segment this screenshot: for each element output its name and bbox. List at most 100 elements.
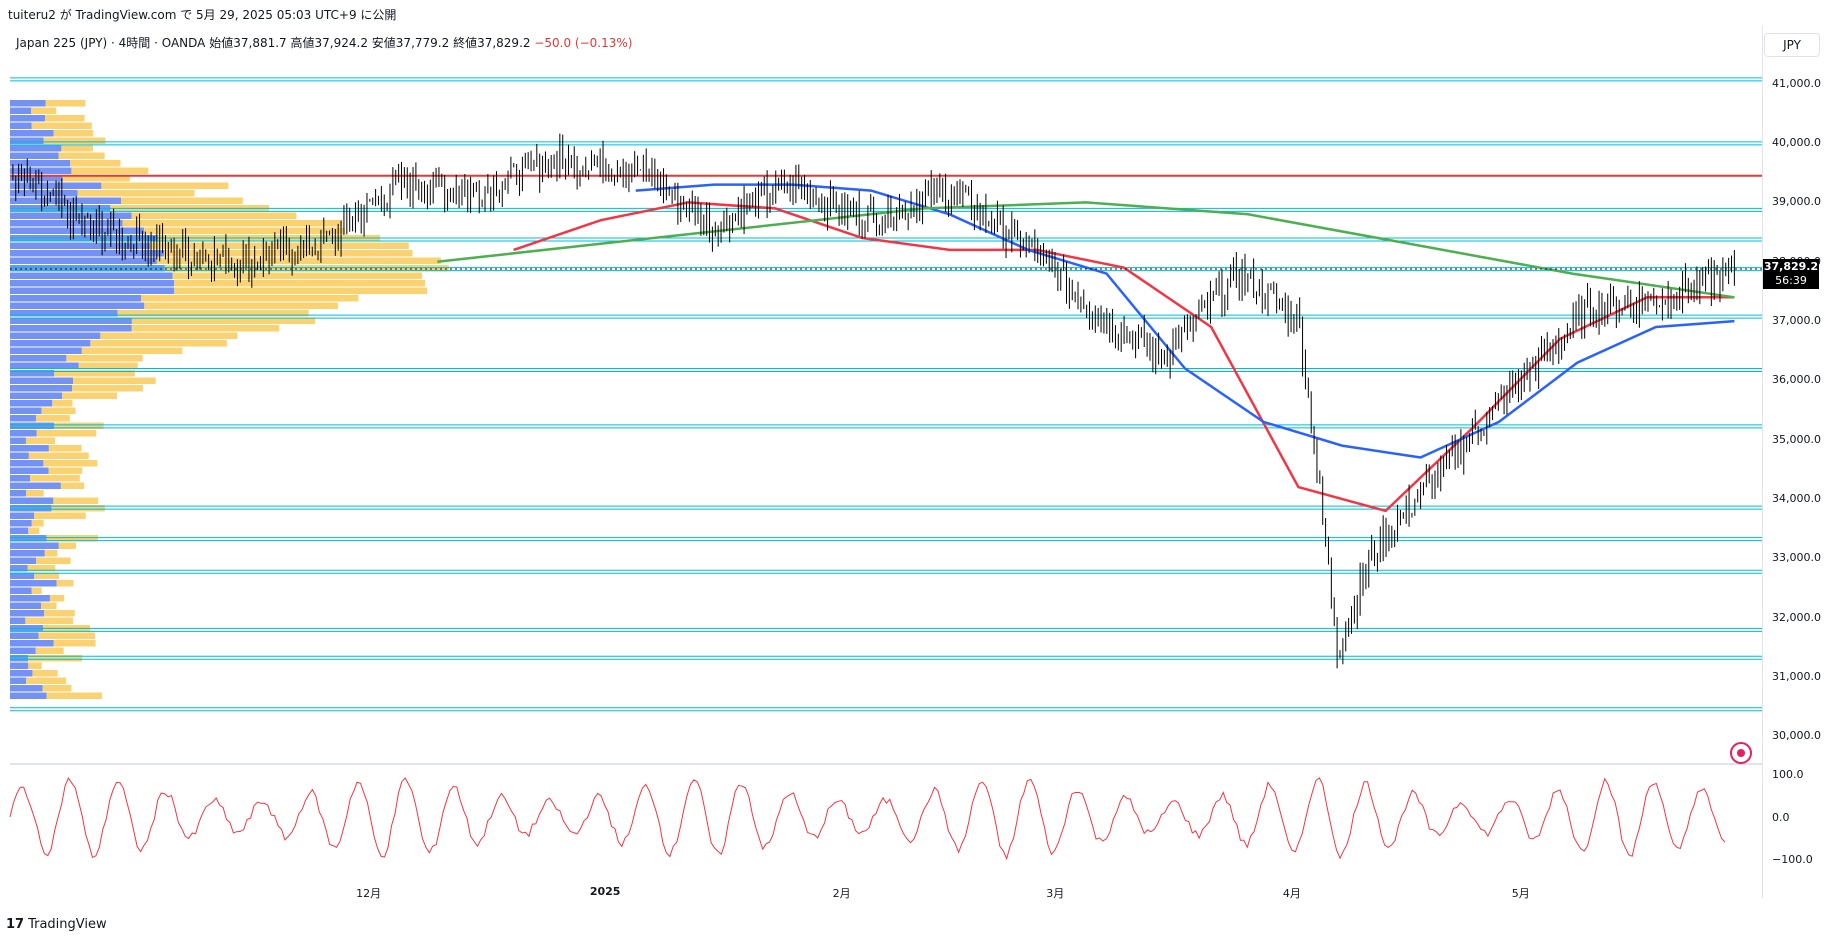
symbol-legend[interactable]: Japan 225 (JPY) · 4時間 · OANDA 始値37,881.7… (16, 34, 632, 51)
vp-bar-yellow (44, 550, 58, 557)
vp-bar-blue (10, 122, 32, 129)
vp-bar-yellow (46, 535, 99, 542)
vp-bar-blue (10, 475, 31, 482)
vp-bar-yellow (52, 400, 73, 407)
vp-bar-blue (10, 250, 164, 257)
vp-bar-blue (10, 437, 26, 444)
vp-bar-blue (10, 400, 53, 407)
y-tick-label: 30,000.0 (1772, 729, 1821, 743)
vp-bar-blue (10, 355, 67, 362)
vp-bar-blue (10, 527, 29, 534)
vp-bar-blue (10, 452, 29, 459)
vp-bar-blue (10, 557, 37, 564)
vp-bar-blue (10, 152, 59, 159)
vp-bar-blue (10, 145, 62, 152)
high-value: 37,924.2 (314, 36, 368, 50)
vp-bar-yellow (163, 250, 413, 257)
horizontal-lines (10, 77, 1762, 712)
record-icon[interactable] (1730, 742, 1752, 764)
vp-bar-yellow (144, 227, 345, 234)
vp-bar-yellow (36, 430, 97, 437)
vp-bar-yellow (51, 505, 105, 512)
vp-bar-blue (10, 377, 74, 384)
y-tick-label: 32,000.0 (1772, 610, 1821, 624)
oscillator-tick-label: 0.0 (1772, 810, 1790, 824)
vp-bar-yellow (31, 520, 44, 527)
vp-bar-yellow (141, 295, 359, 302)
vp-bar-yellow (121, 197, 243, 204)
vp-bar-blue (10, 617, 26, 624)
open-label: 始値 (209, 36, 234, 50)
vp-bar-yellow (53, 497, 99, 504)
vp-bar-blue (10, 677, 27, 684)
x-tick-label: 2025 (589, 885, 621, 898)
vp-bar-blue (10, 220, 123, 227)
vp-bar-yellow (32, 670, 58, 677)
y-tick-label: 37,000.0 (1772, 314, 1821, 328)
vp-bar-blue (10, 130, 54, 137)
currency-button[interactable]: JPY (1764, 33, 1820, 57)
vp-bar-yellow (81, 347, 183, 354)
vp-bar-blue (10, 242, 150, 249)
vp-bar-blue (10, 602, 42, 609)
symbol-info: Japan 225 (JPY) · 4時間 · OANDA (16, 36, 206, 50)
vp-bar-yellow (73, 377, 156, 384)
vp-bar-yellow (172, 272, 423, 279)
vp-bar-blue (10, 550, 45, 557)
vp-bar-yellow (45, 115, 85, 122)
vp-bar-yellow (149, 242, 409, 249)
footer-brand[interactable]: 17 TradingView (6, 917, 107, 932)
vp-bar-blue (10, 317, 132, 324)
vp-bar-blue (10, 640, 54, 647)
vp-bar-yellow (144, 302, 338, 309)
ma-red-line (513, 201, 1735, 513)
candles (12, 133, 1735, 669)
vp-bar-blue (10, 340, 91, 347)
vp-bar-blue (10, 272, 173, 279)
vp-bar-yellow (25, 437, 56, 444)
oscillator-tick-label: 100.0 (1772, 768, 1804, 781)
pane-separator[interactable] (10, 763, 1762, 765)
vp-bar-blue (10, 407, 42, 414)
vp-bar-yellow (27, 565, 56, 572)
vp-bar-yellow (34, 572, 60, 579)
vp-bar-yellow (70, 160, 121, 167)
oscillator (9, 776, 1726, 861)
vp-bar-blue (10, 482, 61, 489)
vp-bar-blue (10, 535, 47, 542)
vp-bar-blue (10, 392, 63, 399)
vp-bar-blue (10, 385, 73, 392)
vp-bar-yellow (44, 610, 75, 617)
y-tick-label: 36,000.0 (1772, 373, 1821, 387)
last-price-value: 37,829.2 (1763, 260, 1819, 273)
y-tick-label: 35,000.0 (1772, 432, 1821, 446)
y-tick-label: 31,000.0 (1772, 669, 1821, 683)
vp-bar-yellow (35, 647, 64, 654)
vp-bar-yellow (66, 355, 143, 362)
vp-bar-yellow (49, 595, 65, 602)
vp-bar-blue (10, 100, 46, 107)
price-axis[interactable] (1762, 26, 1835, 898)
vp-bar-blue (10, 160, 71, 167)
open-value: 37,881.7 (233, 36, 287, 50)
vp-bar-yellow (35, 415, 70, 422)
vp-bar-blue (10, 257, 157, 264)
x-tick-label: 4月 (1282, 887, 1301, 900)
vp-bar-blue (10, 670, 33, 677)
vp-bar-blue (10, 460, 44, 467)
vp-bar-yellow (53, 130, 94, 137)
vp-bar-blue (10, 137, 44, 144)
vp-bar-blue (10, 302, 145, 309)
vp-bar-yellow (28, 452, 89, 459)
vp-bar-blue (10, 692, 47, 699)
vp-bar-yellow (42, 685, 72, 692)
vp-bar-yellow (71, 167, 149, 174)
vp-bar-yellow (54, 422, 104, 429)
x-tick-label: 3月 (1046, 887, 1065, 900)
vp-bar-blue (10, 587, 32, 594)
vp-bar-blue (10, 295, 142, 302)
vp-bar-yellow (38, 632, 96, 639)
vp-bar-yellow (58, 542, 77, 549)
vp-bar-yellow (48, 445, 82, 452)
